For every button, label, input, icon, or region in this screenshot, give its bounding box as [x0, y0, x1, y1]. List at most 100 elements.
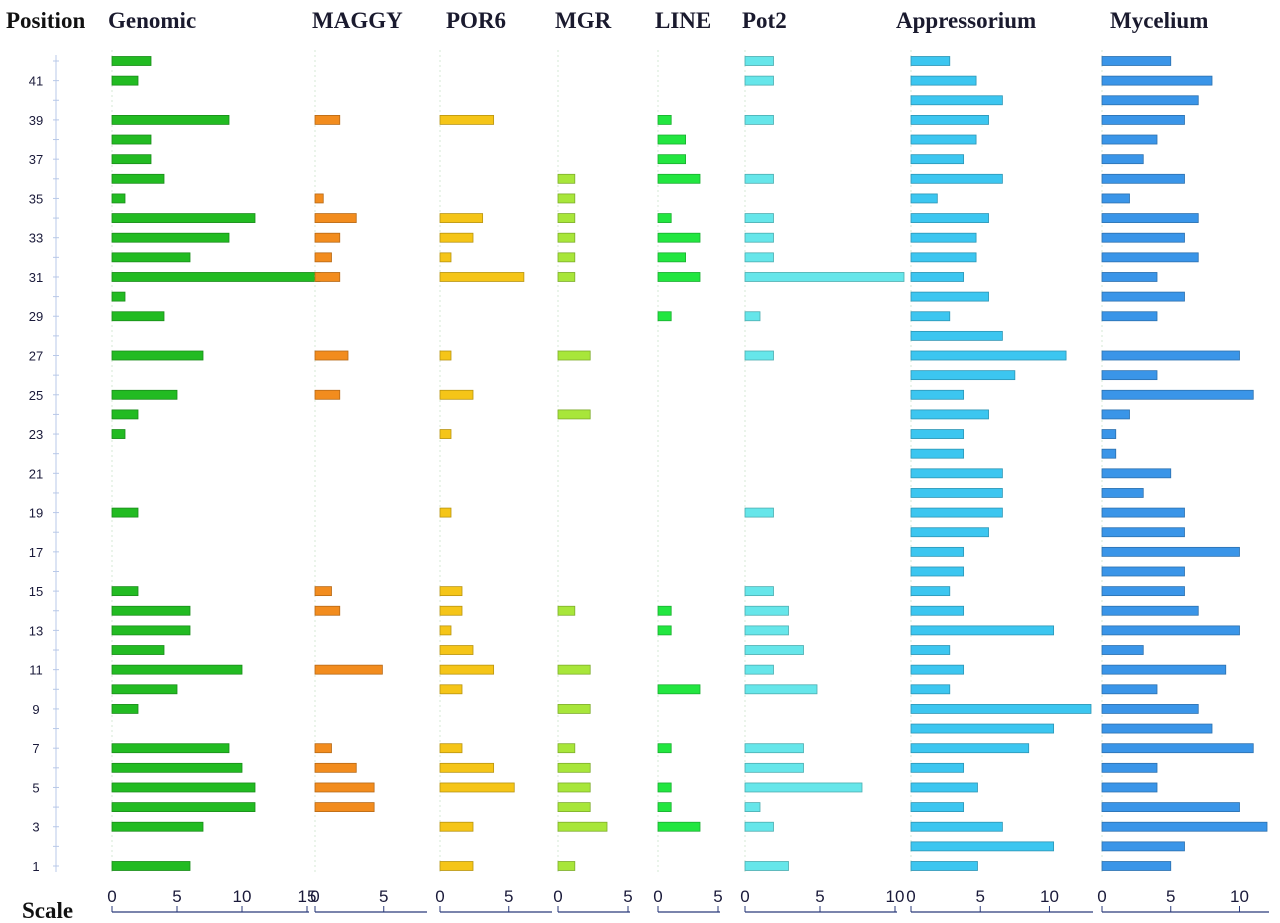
bar [111, 193, 126, 204]
bar [1101, 173, 1185, 184]
bar [1101, 95, 1199, 106]
scale-tick-label: 10 [1040, 887, 1059, 906]
bar [111, 645, 165, 655]
position-tick-label: 21 [29, 466, 43, 481]
bar [657, 605, 672, 616]
panel-mycelium: Mycelium 0 5 10 [1097, 8, 1269, 913]
bar [657, 213, 672, 223]
bar [657, 154, 687, 165]
scale-tick-label: 0 [653, 887, 662, 906]
bar [910, 762, 965, 773]
bar [910, 527, 989, 538]
bar [744, 625, 789, 636]
position-tick-label: 19 [29, 506, 43, 521]
bar [910, 56, 951, 66]
bar [557, 605, 576, 616]
bar [744, 507, 774, 518]
bar [1101, 389, 1254, 400]
bar [557, 252, 576, 263]
bar [910, 330, 1003, 341]
scale-tick-label: 0 [435, 887, 444, 906]
bar [910, 684, 951, 695]
bar [910, 232, 977, 243]
bar [910, 173, 1003, 184]
scale-tick-label: 15 [298, 887, 317, 906]
bar [439, 115, 495, 125]
bar [910, 95, 1003, 106]
bar [1101, 370, 1158, 381]
bar [439, 821, 474, 832]
bar [111, 291, 126, 302]
bar [1101, 743, 1254, 754]
bar [744, 586, 774, 597]
bar [111, 684, 178, 695]
panel-genomic: Genomic 0 5 10 15 [107, 8, 321, 913]
bar [744, 684, 818, 695]
bar [314, 586, 332, 597]
bar [1101, 252, 1199, 263]
bar [439, 605, 463, 616]
panel-title: Mycelium [1110, 8, 1208, 33]
bar [1101, 272, 1158, 282]
bar [111, 802, 256, 812]
bar [314, 232, 341, 243]
bar [1101, 645, 1144, 655]
bar [439, 782, 515, 793]
bar [657, 272, 701, 282]
bar [111, 173, 165, 184]
bar [910, 291, 989, 302]
scale-tick-label: 5 [504, 887, 513, 906]
bar [439, 664, 495, 675]
bar [910, 409, 989, 420]
bar [111, 134, 152, 145]
bar [439, 350, 452, 361]
position-tick-label: 9 [32, 702, 39, 717]
bar [657, 173, 701, 184]
bar [111, 507, 139, 518]
scale-tick-label: 0 [1097, 887, 1106, 906]
panel-pot2: Pot2 0 5 10 [740, 8, 905, 913]
panel-mgr: MGR 0 5 [553, 8, 633, 913]
bar [744, 75, 774, 86]
bar [1101, 546, 1240, 557]
bar [744, 821, 774, 832]
position-tick-label: 1 [32, 859, 39, 874]
bar [1101, 821, 1268, 832]
bar [910, 782, 978, 793]
bar [557, 782, 591, 793]
bar [910, 802, 965, 812]
bar [744, 252, 774, 263]
bar [111, 75, 139, 86]
bar [557, 213, 576, 223]
bar [910, 861, 978, 871]
bar [910, 370, 1016, 381]
bar [910, 272, 965, 282]
bar [557, 272, 576, 282]
bar [314, 605, 341, 616]
bar [557, 409, 591, 420]
bar [910, 566, 965, 577]
bar [111, 311, 165, 322]
bar [910, 723, 1055, 734]
panel-title: LINE [655, 8, 711, 33]
panel-por6: POR6 0 5 [435, 8, 552, 913]
bar [557, 802, 591, 812]
bar [439, 625, 452, 636]
bar [1101, 291, 1185, 302]
scale-tick-label: 0 [906, 887, 915, 906]
panel-line: LINE 0 5 [653, 8, 723, 913]
bar [1101, 115, 1185, 125]
panel-title: MGR [555, 8, 612, 33]
bar [557, 193, 576, 204]
bar [1101, 782, 1158, 793]
bar [439, 252, 452, 263]
bar [1101, 232, 1185, 243]
bar [314, 389, 341, 400]
bar [1101, 75, 1213, 86]
bar [910, 389, 965, 400]
bar [744, 272, 905, 282]
bar [439, 684, 463, 695]
bar [314, 802, 375, 812]
bar [439, 213, 484, 223]
